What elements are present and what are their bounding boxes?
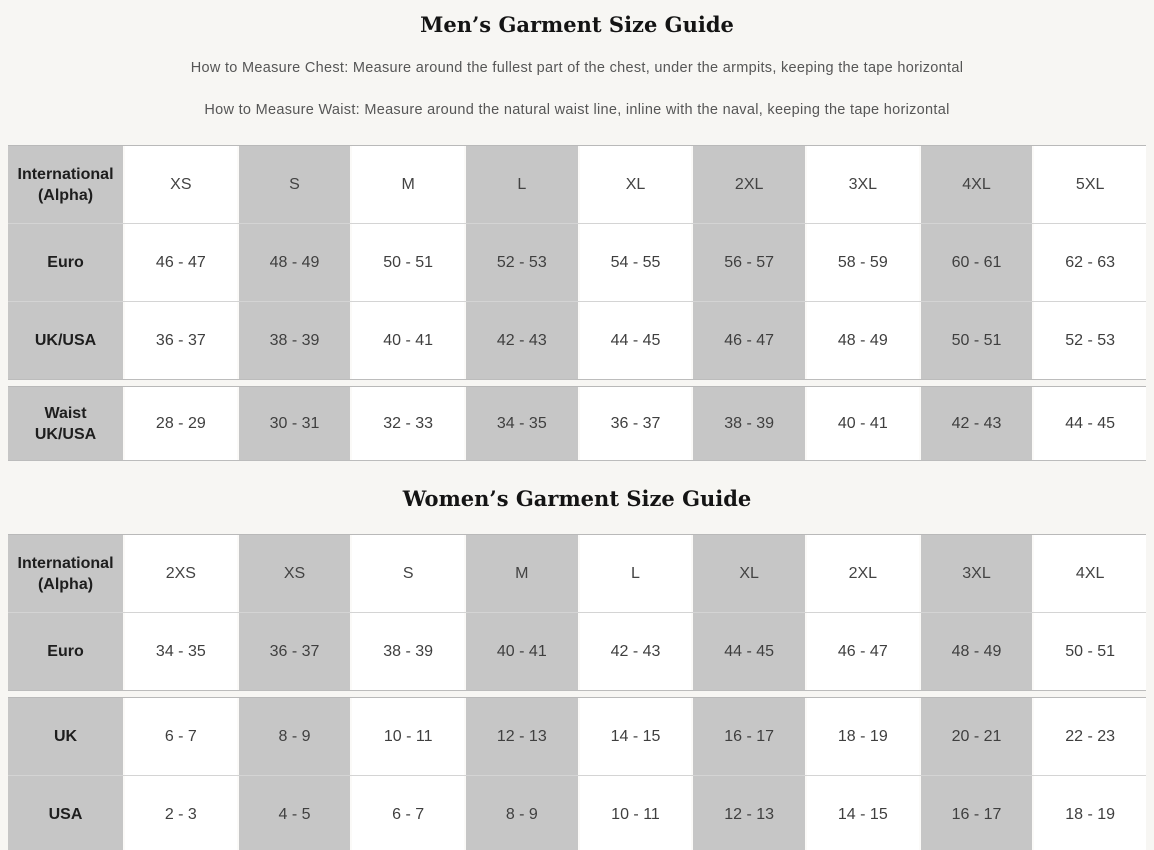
row-label-waist-uk-usa: Waist UK/USA [8,387,123,460]
size-cell: 46 - 47 [123,224,237,301]
column-header-2xs: 2XS [123,535,237,612]
table-row-group: International (Alpha) 2XS XS S M L XL 2XL 3XL 4XL… [8,534,1146,691]
size-cell: 12 - 13 [691,776,805,850]
row-label-international-alpha: International (Alpha) [8,146,123,223]
column-header-s: S [350,535,464,612]
row-label-usa: USA [8,776,123,850]
size-cell: 60 - 61 [918,224,1033,301]
column-header-xs: XS [123,146,237,223]
row-label-uk: UK [8,698,123,775]
size-cell: 50 - 51 [350,224,464,301]
column-header-4xl: 4XL [1032,535,1146,612]
womens-size-table: International (Alpha) 2XS XS S M L XL 2XL 3XL 4XL… [8,534,1146,850]
table-row: UK/USA 36 - 37 38 - 39 40 - 41 42 - 43 44 - 4… [8,301,1146,379]
womens-guide-title: Women’s Garment Size Guide [402,486,752,511]
size-cell: 10 - 11 [577,776,692,850]
size-cell: 36 - 37 [123,302,237,379]
size-cell: 20 - 21 [918,698,1033,775]
size-cell: 62 - 63 [1032,224,1146,301]
size-cell: 14 - 15 [804,776,919,850]
size-cell: 42 - 43 [918,387,1033,460]
size-cell: 38 - 39 [236,302,351,379]
column-header-5xl: 5XL [1032,146,1146,223]
size-cell: 8 - 9 [236,698,351,775]
size-cell: 18 - 19 [804,698,919,775]
size-cell: 36 - 37 [577,387,692,460]
size-cell: 22 - 23 [1032,698,1146,775]
size-cell: 44 - 45 [1032,387,1146,460]
size-cell: 46 - 47 [804,613,919,690]
row-label-euro: Euro [8,224,123,301]
size-cell: 34 - 35 [123,613,237,690]
size-cell: 40 - 41 [350,302,464,379]
size-cell: 4 - 5 [236,776,351,850]
table-header-row: International (Alpha) 2XS XS S M L XL 2XL 3XL 4XL [8,535,1146,612]
size-cell: 6 - 7 [123,698,237,775]
size-cell: 36 - 37 [236,613,351,690]
size-cell: 56 - 57 [691,224,805,301]
size-cell: 44 - 45 [691,613,805,690]
size-cell: 6 - 7 [350,776,464,850]
size-cell: 42 - 43 [463,302,578,379]
size-cell: 50 - 51 [918,302,1033,379]
size-cell: 32 - 33 [350,387,464,460]
size-cell: 8 - 9 [463,776,578,850]
column-header-m: M [463,535,578,612]
size-cell: 38 - 39 [350,613,464,690]
column-header-s: S [236,146,351,223]
table-row: Euro 46 - 47 48 - 49 50 - 51 52 - 53 54 - 55 5… [8,223,1146,301]
column-header-2xl: 2XL [691,146,805,223]
column-header-4xl: 4XL [918,146,1033,223]
table-row: Waist UK/USA 28 - 29 30 - 31 32 - 33 34 - 35… [8,387,1146,460]
size-cell: 12 - 13 [463,698,578,775]
size-cell: 48 - 49 [804,302,919,379]
size-cell: 40 - 41 [463,613,578,690]
size-cell: 14 - 15 [577,698,692,775]
column-header-m: M [350,146,464,223]
column-header-3xl: 3XL [804,146,919,223]
column-header-3xl: 3XL [918,535,1033,612]
column-header-l: L [577,535,692,612]
row-label-euro: Euro [8,613,123,690]
column-header-xl: XL [577,146,692,223]
size-cell: 18 - 19 [1032,776,1146,850]
table-row-group: Waist UK/USA 28 - 29 30 - 31 32 - 33 34 - 35… [8,386,1146,461]
size-cell: 2 - 3 [123,776,237,850]
mens-size-table: International (Alpha) XS S M L XL 2XL 3XL 4XL 5XL… [8,145,1146,461]
size-cell: 10 - 11 [350,698,464,775]
column-header-xs: XS [236,535,351,612]
size-cell: 48 - 49 [236,224,351,301]
measure-chest-instruction: How to Measure Chest: Measure around the… [190,60,964,76]
table-row: Euro 34 - 35 36 - 37 38 - 39 40 - 41 42 - 43 4… [8,612,1146,690]
size-cell: 30 - 31 [236,387,351,460]
size-cell: 44 - 45 [577,302,692,379]
column-header-2xl: 2XL [804,535,919,612]
size-cell: 16 - 17 [691,698,805,775]
size-cell: 54 - 55 [577,224,692,301]
size-cell: 40 - 41 [804,387,919,460]
size-cell: 16 - 17 [918,776,1033,850]
size-cell: 50 - 51 [1032,613,1146,690]
column-header-xl: XL [691,535,805,612]
table-row-group: International (Alpha) XS S M L XL 2XL 3XL 4XL 5XL… [8,145,1146,380]
measure-waist-instruction: How to Measure Waist: Measure around the… [204,102,950,118]
size-cell: 46 - 47 [691,302,805,379]
size-cell: 52 - 53 [463,224,578,301]
size-cell: 52 - 53 [1032,302,1146,379]
row-label-international-alpha: International (Alpha) [8,535,123,612]
size-cell: 38 - 39 [691,387,805,460]
size-cell: 48 - 49 [918,613,1033,690]
row-label-uk-usa: UK/USA [8,302,123,379]
column-header-l: L [463,146,578,223]
size-cell: 34 - 35 [463,387,578,460]
size-cell: 58 - 59 [804,224,919,301]
mens-guide-title: Men’s Garment Size Guide [420,12,734,37]
size-cell: 42 - 43 [577,613,692,690]
table-header-row: International (Alpha) XS S M L XL 2XL 3XL 4XL 5XL [8,146,1146,223]
size-cell: 28 - 29 [123,387,237,460]
